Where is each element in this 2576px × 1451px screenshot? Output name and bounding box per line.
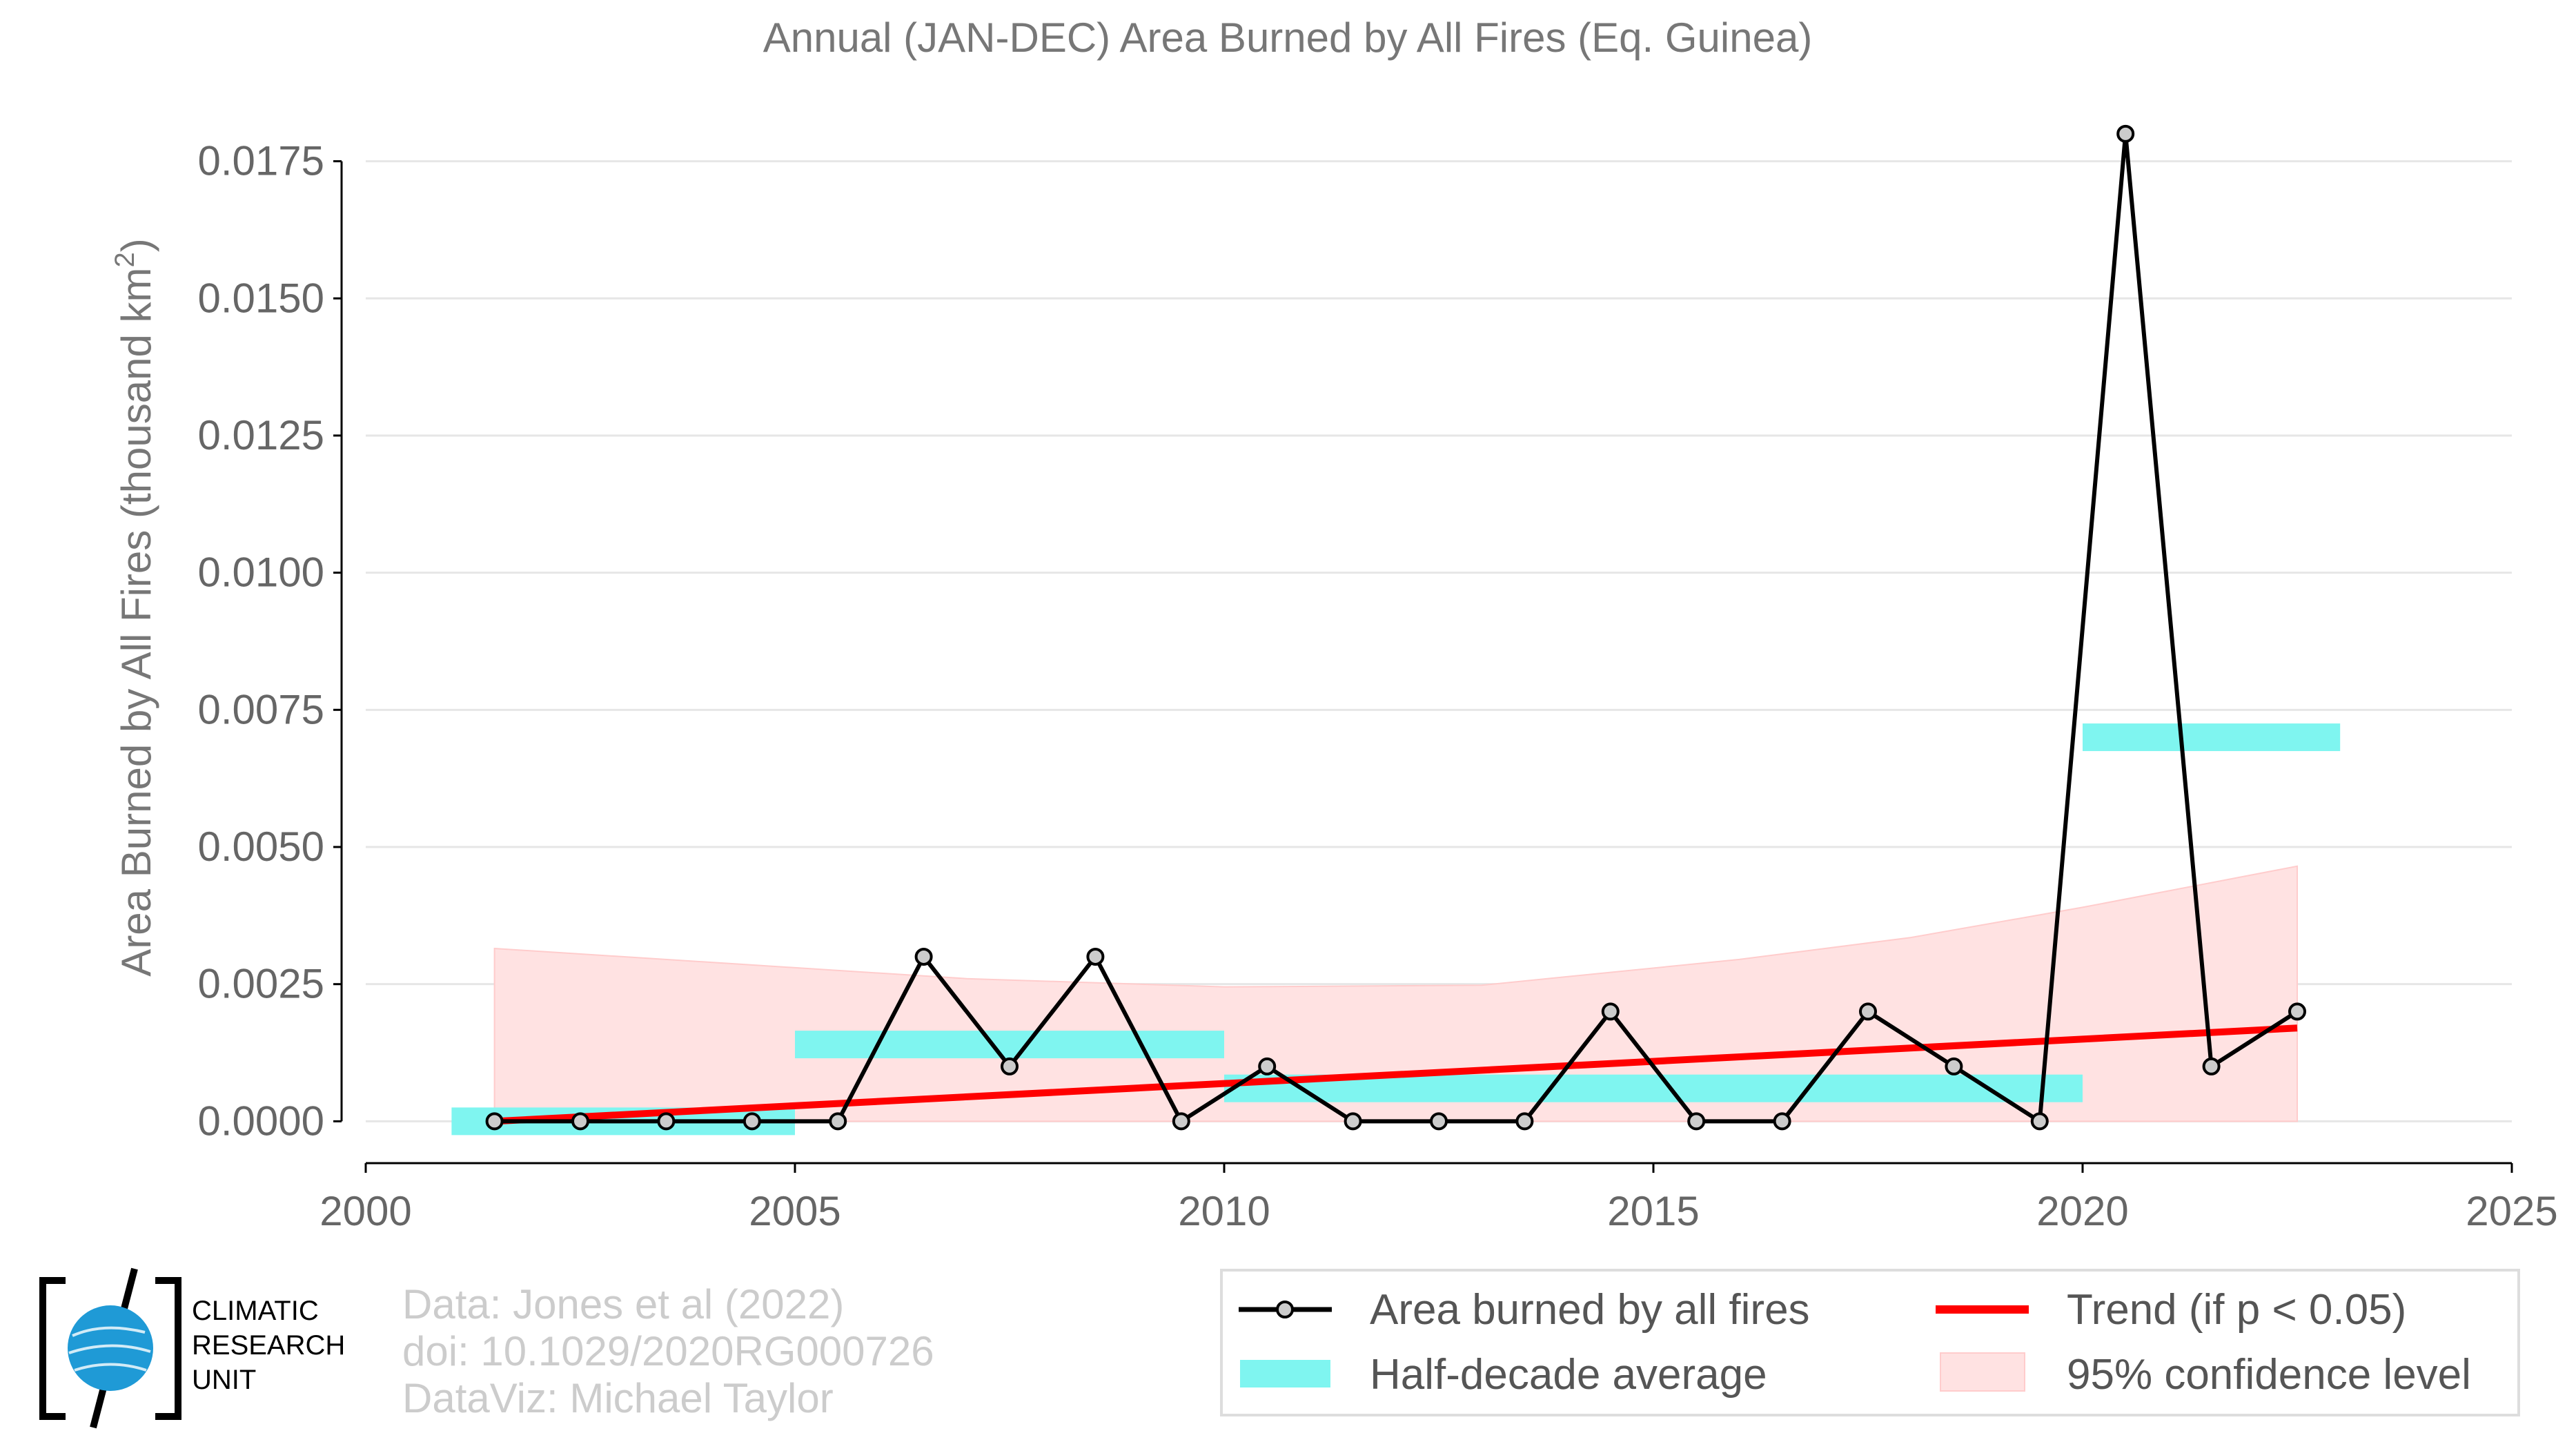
legend-label-trend: Trend (if p < 0.05)	[2067, 1286, 2406, 1334]
x-tick-label: 2005	[749, 1188, 840, 1234]
data-point	[1773, 1112, 1791, 1131]
half-decade-bar	[2083, 723, 2341, 752]
data-point	[1258, 1057, 1277, 1075]
globe-icon	[68, 1305, 153, 1391]
y-tick-label: 0.0000	[197, 1098, 324, 1144]
data-point	[2030, 1112, 2049, 1131]
cru-logo: CLIMATIC RESEARCH UNIT	[39, 1267, 345, 1429]
x-tick-label: 2010	[1178, 1188, 1270, 1234]
data-point	[829, 1112, 847, 1131]
data-point	[1344, 1112, 1362, 1131]
series-layer	[485, 124, 2306, 1131]
legend-average-swatch	[1240, 1360, 1330, 1387]
credit-dataviz: DataViz: Michael Taylor	[402, 1375, 834, 1421]
y-tick-label: 0.0125	[197, 412, 324, 458]
data-point	[1601, 1002, 1620, 1021]
legend: Area burned by all fires Trend (if p < 0…	[1220, 1269, 2520, 1416]
trend-line	[494, 1024, 2298, 1125]
data-point	[1172, 1112, 1190, 1131]
legend-label-average: Half-decade average	[1370, 1351, 1767, 1399]
x-tick-label: 2020	[2036, 1188, 2128, 1234]
logo-text-unit: UNIT	[192, 1365, 256, 1395]
y-axis-label: Area Burned by All Fires (thousand km2)	[110, 238, 159, 976]
y-tick-label: 0.0050	[197, 824, 324, 870]
logo-text-climatic: CLIMATIC	[192, 1296, 319, 1326]
legend-label-confidence: 95% confidence level	[2067, 1351, 2471, 1399]
y-tick-label: 0.0075	[197, 686, 324, 732]
data-point	[2202, 1057, 2221, 1075]
data-point	[657, 1112, 676, 1131]
data-point	[1086, 947, 1105, 966]
y-axis-label-text: Area Burned by All Fires (thousand km	[113, 268, 159, 977]
legend-confidence-swatch	[1940, 1352, 2025, 1392]
data-point	[1001, 1057, 1019, 1075]
half-decade-bar	[795, 1031, 1224, 1059]
credit-data: Data: Jones et al (2022)	[402, 1281, 844, 1327]
logo-bracket-right	[155, 1277, 181, 1420]
data-point	[914, 947, 933, 966]
logo-bracket-left	[39, 1277, 66, 1420]
legend-marker-swatch	[1276, 1301, 1294, 1318]
chart-title: Annual (JAN-DEC) Area Burned by All Fire…	[763, 14, 1813, 61]
data-point	[2288, 1002, 2306, 1021]
data-point	[571, 1112, 589, 1131]
data-point	[1687, 1112, 1706, 1131]
logo-text-research: RESEARCH	[192, 1330, 345, 1361]
y-tick-label: 0.0025	[197, 961, 324, 1007]
data-point	[2116, 124, 2135, 143]
data-point	[485, 1112, 504, 1131]
y-tick-label: 0.0100	[197, 549, 324, 596]
series-line	[494, 131, 2299, 1124]
legend-label-area: Area burned by all fires	[1370, 1286, 1810, 1334]
data-point	[1859, 1002, 1877, 1021]
y-axis-label-superscript: 2	[110, 252, 140, 267]
y-axis-label-close: )	[113, 238, 159, 252]
trend-layer	[494, 1024, 2298, 1125]
credit-doi: doi: 10.1029/2020RG000726	[402, 1328, 934, 1374]
y-tick-label: 0.0175	[197, 138, 324, 184]
x-tick-label: 2025	[2466, 1188, 2557, 1234]
globe-lines-icon	[68, 1326, 151, 1372]
x-tick-label: 2000	[319, 1188, 411, 1234]
data-point	[1515, 1112, 1534, 1131]
x-tick-label: 2015	[1607, 1188, 1699, 1234]
data-point	[1945, 1057, 1963, 1075]
legend-box	[1220, 1269, 2520, 1416]
data-point	[743, 1112, 761, 1131]
y-tick-label: 0.0150	[197, 275, 324, 321]
axis-layer: 0.0000 0.0025 0.0050 0.0075 0.0100 0.0125 0.01…	[197, 138, 2557, 1234]
data-point	[1430, 1112, 1448, 1131]
